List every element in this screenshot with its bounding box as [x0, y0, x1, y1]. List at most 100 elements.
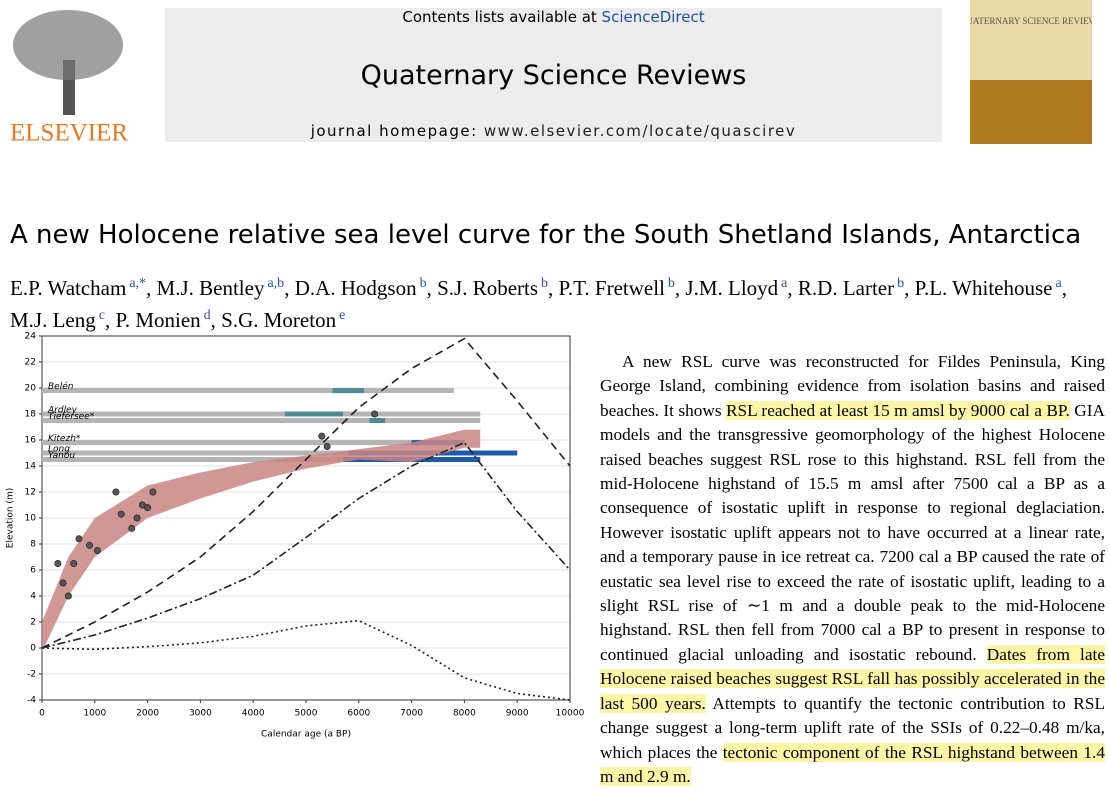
- y-tick-label: 20: [25, 384, 37, 394]
- x-tick-label: 6000: [347, 709, 370, 719]
- x-tick-label: 3000: [189, 709, 212, 719]
- affiliation: a,b: [267, 276, 285, 291]
- author: S.J. Roberts b,: [437, 276, 553, 300]
- author: P.L. Whitehouse a,: [915, 276, 1067, 300]
- y-tick-label: 4: [30, 592, 36, 602]
- data-point: [133, 514, 141, 522]
- abstract-text: GIA models and the transgressive geomorp…: [600, 400, 1105, 664]
- sciencedirect-link[interactable]: ScienceDirect: [601, 8, 705, 26]
- range-inner: [284, 411, 343, 417]
- affiliation: b: [897, 276, 905, 291]
- range-bar: [42, 388, 454, 394]
- contents-line: Contents lists available at ScienceDirec…: [165, 8, 942, 26]
- homepage-link[interactable]: www.elsevier.com/locate/quascirev: [483, 122, 797, 140]
- journal-header: Contents lists available at ScienceDirec…: [165, 8, 942, 142]
- author: S.G. Moreton e: [221, 308, 345, 332]
- author-name: S.J. Roberts: [437, 276, 539, 300]
- affiliation: b: [667, 276, 675, 291]
- range-label: Belén: [48, 381, 74, 392]
- elsevier-logo: ELSEVIER: [10, 10, 128, 147]
- affiliation: a: [1055, 276, 1062, 291]
- homepage-prefix: journal homepage:: [310, 122, 484, 140]
- data-point: [59, 579, 67, 587]
- y-tick-label: 24: [25, 332, 37, 342]
- y-tick-label: 22: [25, 358, 36, 368]
- y-tick-label: 6: [30, 566, 36, 576]
- cover-title: QUATERNARY SCIENCE REVIEWS: [970, 16, 1092, 26]
- affiliation: e: [339, 308, 346, 323]
- separator: ,: [104, 308, 111, 332]
- x-tick-label: 9000: [506, 709, 529, 719]
- affiliation: d: [203, 308, 211, 323]
- author-name: S.G. Moreton: [221, 308, 337, 332]
- affiliation: b: [419, 276, 427, 291]
- separator: ,: [210, 308, 216, 332]
- author-name: E.P. Watcham: [10, 276, 127, 300]
- range-label: Kitezh*: [48, 434, 81, 444]
- homepage: journal homepage: www.elsevier.com/locat…: [165, 122, 942, 140]
- x-tick-label: 8000: [453, 709, 476, 719]
- x-tick-label: 1000: [83, 709, 106, 719]
- y-tick-label: 2: [30, 618, 36, 628]
- tree-crown: [13, 10, 123, 80]
- affiliation: c: [98, 308, 105, 323]
- affiliation: a,*: [129, 276, 147, 291]
- separator: ,: [904, 276, 910, 300]
- y-tick-label: -2: [27, 670, 36, 680]
- separator: ,: [426, 276, 432, 300]
- separator: ,: [548, 276, 554, 300]
- x-tick-label: 4000: [242, 709, 265, 719]
- author-name: M.J. Bentley: [156, 276, 265, 300]
- range-label: Tiefersee*: [48, 412, 95, 422]
- author-name: P.T. Fretwell: [558, 276, 665, 300]
- separator: ,: [1061, 276, 1067, 300]
- separator: ,: [787, 276, 793, 300]
- x-tick-label: 7000: [400, 709, 423, 719]
- y-tick-label: 10: [25, 514, 37, 524]
- author-name: J.M. Lloyd: [685, 276, 779, 300]
- publisher: ELSEVIER: [10, 120, 128, 147]
- abstract-text: Attempts to quantify the tectonic contri…: [600, 693, 1106, 762]
- author: M.J. Bentley a,b,: [157, 276, 290, 300]
- data-point: [64, 592, 72, 600]
- y-tick-label: -4: [27, 696, 36, 706]
- range-bar: [42, 450, 518, 456]
- abstract-text: A new RSL curve was reconstructed for Fi…: [600, 352, 1105, 420]
- data-point: [323, 443, 331, 451]
- data-point: [144, 504, 152, 512]
- journal-name: Quaternary Science Reviews: [360, 60, 747, 91]
- x-tick-label: 2000: [136, 709, 159, 719]
- data-point: [54, 560, 62, 568]
- page: ELSEVIER Contents lists available at Sci…: [5, 0, 1106, 786]
- affiliation: b: [541, 276, 549, 291]
- author: P.T. Fretwell b,: [559, 276, 681, 300]
- y-tick-label: 8: [30, 540, 36, 550]
- authors: E.P. Watcham a,*, M.J. Bentley a,b, D.A. H…: [10, 270, 1090, 334]
- range-bar: [42, 457, 481, 462]
- range-label: Long: [48, 445, 70, 455]
- y-tick-label: 0: [30, 644, 36, 654]
- range-inner: [369, 418, 386, 423]
- data-point: [70, 560, 78, 568]
- model-line: [41, 441, 571, 649]
- data-point: [93, 547, 101, 555]
- model-line: [41, 337, 571, 649]
- contents-prefix: Contents lists available at: [402, 8, 602, 26]
- range-bar: [42, 418, 481, 423]
- data-point: [128, 524, 136, 532]
- author-name: D.A. Hodgson: [294, 276, 417, 300]
- range-label: Ardley: [47, 406, 78, 416]
- author-name: M.J. Leng: [10, 308, 96, 332]
- author: M.J. Leng c,: [10, 308, 110, 332]
- author: R.D. Larter b,: [798, 276, 909, 300]
- separator: ,: [146, 276, 152, 300]
- abstract: A new RSL curve was reconstructed for Fi…: [600, 350, 1106, 789]
- author: E.P. Watcham a,*,: [10, 276, 151, 300]
- author-name: P.L. Whitehouse: [914, 276, 1053, 300]
- y-axis-label: Elevation (m): [6, 488, 16, 548]
- separator: ,: [674, 276, 681, 300]
- x-tick-label: 0: [39, 709, 45, 719]
- model-line: [41, 619, 571, 701]
- data-point: [149, 488, 157, 496]
